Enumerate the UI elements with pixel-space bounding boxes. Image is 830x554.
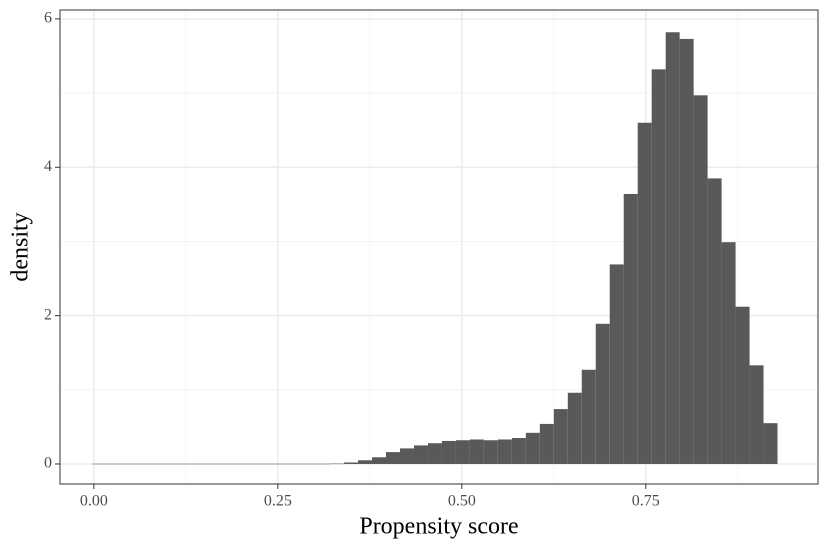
bar	[358, 460, 373, 464]
y-tick-label: 2	[44, 306, 52, 323]
x-tick-label: 0.50	[448, 493, 476, 510]
bar	[218, 463, 233, 465]
y-axis-label: density	[8, 212, 34, 281]
bar	[595, 323, 610, 464]
y-tick-label: 0	[44, 455, 52, 472]
bar	[749, 365, 764, 464]
bar	[232, 463, 247, 465]
bar	[302, 463, 317, 465]
bar	[539, 423, 554, 464]
bar	[120, 463, 135, 465]
bar	[316, 463, 331, 465]
bar	[204, 463, 219, 465]
bar	[651, 69, 666, 464]
x-axis-label: Propensity score	[359, 514, 518, 540]
bar	[679, 38, 694, 464]
bar	[399, 448, 414, 464]
bar	[735, 306, 750, 464]
bar	[427, 443, 442, 464]
bar	[260, 463, 275, 465]
y-tick-label: 6	[44, 10, 52, 27]
bar	[609, 264, 624, 464]
bar	[665, 32, 680, 464]
bar	[134, 463, 149, 465]
bar	[497, 439, 512, 464]
bar	[344, 462, 359, 464]
bar	[721, 242, 736, 464]
x-tick-label: 0.00	[80, 493, 108, 510]
bar	[246, 463, 261, 465]
bar	[693, 95, 708, 464]
panel-border	[59, 9, 819, 485]
bar	[386, 452, 400, 464]
bar	[525, 432, 540, 464]
bar	[372, 457, 387, 464]
bar	[511, 438, 526, 464]
bar	[637, 122, 652, 464]
bar	[763, 423, 778, 464]
x-tick-label: 0.25	[264, 493, 292, 510]
bar	[483, 440, 498, 464]
bar	[455, 440, 470, 464]
bar	[288, 463, 303, 465]
bar	[330, 463, 345, 465]
bar	[274, 463, 289, 465]
bar	[106, 463, 121, 465]
bar	[623, 193, 638, 464]
bar	[707, 178, 722, 464]
bar	[92, 463, 107, 465]
bar	[176, 463, 191, 465]
bar	[162, 463, 177, 465]
x-tick-label: 0.75	[632, 493, 660, 510]
bar	[581, 369, 596, 464]
bar	[148, 463, 163, 465]
bar	[469, 439, 484, 464]
bar	[441, 440, 456, 464]
bar	[413, 445, 428, 464]
bar	[190, 463, 205, 465]
bar	[553, 409, 568, 464]
bar	[567, 392, 582, 464]
y-tick-label: 4	[44, 158, 52, 175]
